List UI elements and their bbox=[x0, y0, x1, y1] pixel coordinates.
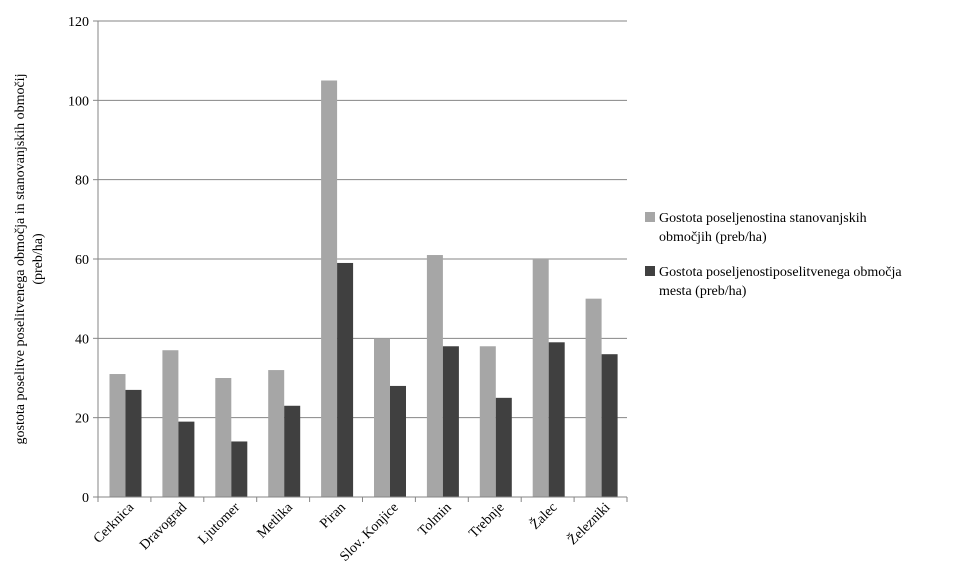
bar-residential-0 bbox=[109, 374, 126, 497]
legend: Gostota poseljenostina stanovanjskih obmo… bbox=[645, 211, 902, 299]
bar-settlement-7 bbox=[495, 397, 512, 497]
x-category-labels: Cerknica Dravograd Ljutomer Metlika PiranSlo… bbox=[91, 499, 614, 565]
legend-swatch bbox=[645, 212, 655, 222]
y-tick-label: 80 bbox=[75, 174, 89, 189]
axes bbox=[93, 20, 628, 502]
bar-residential-9 bbox=[585, 298, 602, 497]
bar-residential-7 bbox=[479, 346, 496, 497]
bar-settlement-6 bbox=[442, 346, 459, 497]
bar-residential-6 bbox=[426, 255, 443, 497]
bar-settlement-9 bbox=[601, 354, 618, 497]
x-category-label: Piran bbox=[317, 500, 349, 532]
legend-swatch bbox=[645, 266, 655, 276]
y-tick-label: 60 bbox=[75, 253, 89, 268]
bar-settlement-2 bbox=[231, 441, 248, 497]
x-category-label: Ljutomer bbox=[196, 500, 244, 548]
bar-residential-4 bbox=[321, 80, 338, 497]
x-category-label: Dravograd bbox=[137, 500, 190, 553]
y-axis-label-line: gostota poselitve poselitvenega območja … bbox=[13, 74, 28, 445]
bar-settlement-1 bbox=[178, 421, 195, 497]
legend-label: mesta (preb/ha) bbox=[659, 284, 747, 299]
x-category-label: Žalec bbox=[526, 499, 560, 533]
legend-label: območjih (preb/ha) bbox=[659, 230, 767, 245]
bar-settlement-0 bbox=[125, 389, 142, 497]
legend-label: Gostota poseljenostina stanovanjskih bbox=[659, 211, 867, 226]
bar-settlement-8 bbox=[548, 342, 565, 497]
y-tick-labels: 0 20 40 60 80 100 120 bbox=[68, 15, 89, 506]
bar-residential-8 bbox=[532, 259, 549, 497]
bar-residential-5 bbox=[374, 338, 390, 497]
x-category-label: Tolmin bbox=[416, 500, 455, 539]
y-tick-label: 20 bbox=[75, 412, 89, 427]
y-tick-label: 100 bbox=[68, 94, 89, 109]
bar-residential-2 bbox=[215, 378, 232, 497]
bar-settlement-3 bbox=[284, 405, 301, 497]
bars bbox=[109, 80, 618, 497]
y-tick-label: 40 bbox=[75, 332, 89, 347]
bar-residential-3 bbox=[268, 370, 285, 497]
y-tick-label: 120 bbox=[68, 15, 89, 30]
x-category-label: Trebnje bbox=[467, 500, 508, 541]
x-category-label: Metlika bbox=[255, 500, 297, 542]
y-tick-label: 0 bbox=[82, 491, 89, 506]
x-category-label: Železniki bbox=[564, 499, 613, 548]
x-category-label: Cerknica bbox=[91, 500, 138, 547]
y-axis-label-line: (preb/ha) bbox=[31, 233, 46, 285]
y-axis-label: gostota poselitve poselitvenega območja … bbox=[13, 74, 46, 445]
legend-label: Gostota poseljenostiposelitvenega območj… bbox=[659, 265, 902, 280]
bar-settlement-4 bbox=[337, 262, 354, 497]
bar-residential-1 bbox=[162, 350, 179, 497]
bar-settlement-5 bbox=[390, 385, 406, 497]
